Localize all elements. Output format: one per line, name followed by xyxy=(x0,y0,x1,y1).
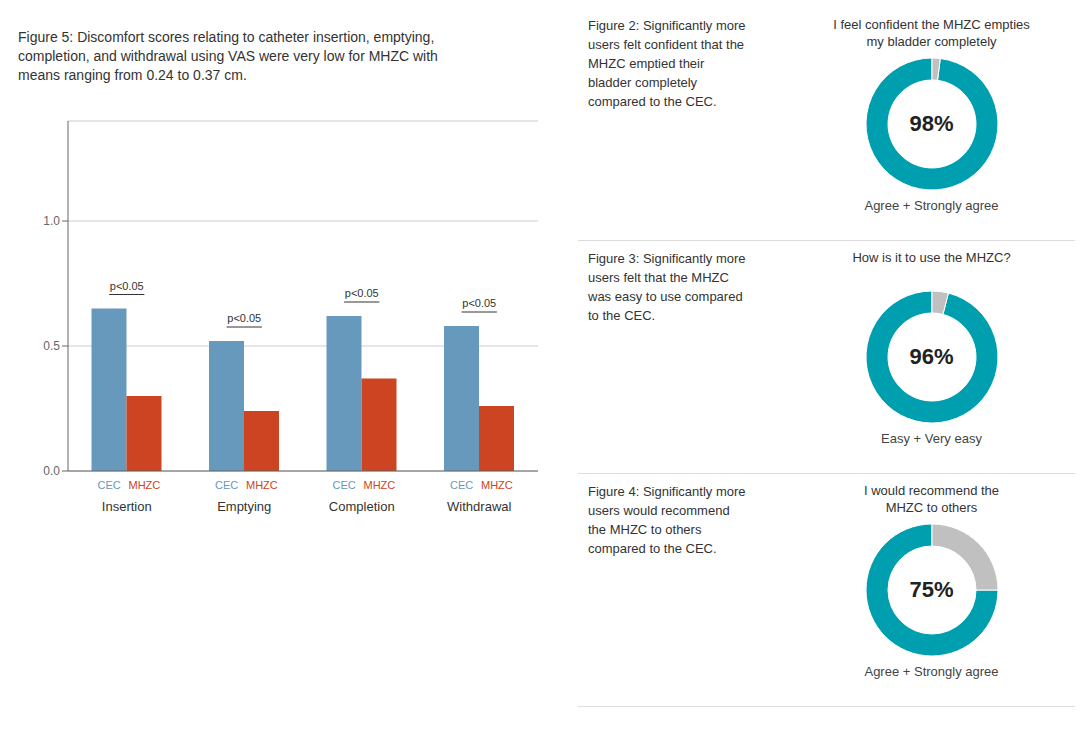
html-text:completion, and withdrawal usi: completion, and withdrawal using VAS wer… xyxy=(18,48,438,64)
html-text:users would recommend: users would recommend xyxy=(588,503,730,518)
html-text:98%: 98% xyxy=(909,111,954,136)
html-text:was easy to use compared: was easy to use compared xyxy=(588,289,743,304)
svg-text:p<0.05: p<0.05 xyxy=(462,297,496,309)
html-text:Easy + Very easy: Easy + Very easy xyxy=(881,431,982,446)
svg-text:Emptying: Emptying xyxy=(217,499,271,514)
svg-text:Completion: Completion xyxy=(329,499,395,514)
html-text:compared to the CEC.: compared to the CEC. xyxy=(588,541,717,556)
svg-text:0.5: 0.5 xyxy=(43,339,60,353)
html-text:compared to the CEC.: compared to the CEC. xyxy=(588,94,717,109)
html-text:96%: 96% xyxy=(909,344,954,369)
html-text:Agree + Strongly agree: Agree + Strongly agree xyxy=(864,664,999,679)
html-text:the MHZC to others: the MHZC to others xyxy=(588,522,702,537)
svg-text:MHZC: MHZC xyxy=(363,479,395,491)
html-text:means ranging from 0.24 to 0.3: means ranging from 0.24 to 0.37 cm. xyxy=(18,67,247,83)
svg-text:Withdrawal: Withdrawal xyxy=(447,499,511,514)
svg-text:CEC: CEC xyxy=(215,479,238,491)
svg-text:CEC: CEC xyxy=(333,479,356,491)
svg-text:MHZC: MHZC xyxy=(246,479,278,491)
svg-text:Insertion: Insertion xyxy=(102,499,152,514)
html-text:users felt that the MHZC: users felt that the MHZC xyxy=(588,270,729,285)
svg-text:0.0: 0.0 xyxy=(43,464,60,478)
html-text:Agree + Strongly agree: Agree + Strongly agree xyxy=(864,198,999,213)
html-text:Figure 4: Significantly more: Figure 4: Significantly more xyxy=(588,484,746,499)
html-text:I feel confident the MHZC empt: I feel confident the MHZC empties xyxy=(833,17,1030,32)
html-text:users felt confident that the: users felt confident that the xyxy=(588,37,745,52)
html-text:my bladder completely: my bladder completely xyxy=(866,34,997,49)
html-text:Figure 5: Discomfort scores re: Figure 5: Discomfort scores relating to … xyxy=(18,29,435,45)
html-text:Figure 3: Significantly more: Figure 3: Significantly more xyxy=(588,251,746,266)
html-text:Figure 2: Significantly more: Figure 2: Significantly more xyxy=(588,18,746,33)
html-text:bladder completely: bladder completely xyxy=(588,75,698,90)
svg-text:p<0.05: p<0.05 xyxy=(227,312,261,324)
svg-text:CEC: CEC xyxy=(98,479,121,491)
svg-text:1.0: 1.0 xyxy=(43,214,60,228)
svg-text:p<0.05: p<0.05 xyxy=(110,280,144,292)
html-text:to the CEC.: to the CEC. xyxy=(588,308,656,323)
svg-text:MHZC: MHZC xyxy=(481,479,513,491)
svg-text:MHZC: MHZC xyxy=(128,479,160,491)
html-text:MHZC to others: MHZC to others xyxy=(885,500,978,515)
svg-text:CEC: CEC xyxy=(450,479,473,491)
html-text:MHZC emptied their: MHZC emptied their xyxy=(588,56,705,71)
svg-text:p<0.05: p<0.05 xyxy=(345,287,379,299)
html-text:I would recommend the: I would recommend the xyxy=(863,483,1000,498)
html-text:How is it to use the MHZC?: How is it to use the MHZC? xyxy=(852,250,1011,265)
html-text:75%: 75% xyxy=(909,577,954,602)
